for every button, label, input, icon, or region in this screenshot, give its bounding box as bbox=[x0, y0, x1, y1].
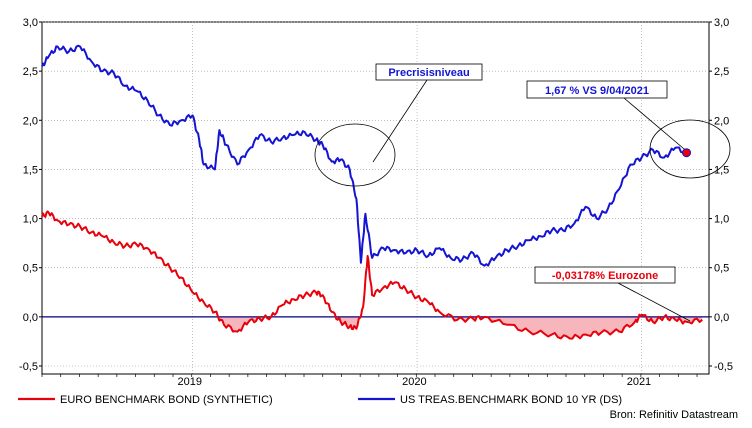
y-axis-right: 3,0 2,5 2,0 1,5 1,0 0,5 0,0 -0,5 bbox=[709, 17, 733, 373]
euro-series-line bbox=[41, 210, 703, 340]
legend-us-label: US TREAS.BENCHMARK BOND 10 YR (DS) bbox=[400, 394, 622, 406]
y-tick-label-right: 2,0 bbox=[714, 115, 729, 127]
y-tick-label-left: 2,5 bbox=[23, 66, 38, 78]
y-tick-label-left: 1,0 bbox=[23, 214, 38, 226]
y-tick-label-left: 1,5 bbox=[23, 164, 38, 176]
y-tick-label-left: 3,0 bbox=[23, 17, 38, 29]
us-current-label: 1,67 % VS 9/04/2021 bbox=[545, 85, 649, 97]
y-tick-label-right: -0,5 bbox=[714, 361, 733, 373]
x-tick-label: 2021 bbox=[627, 376, 651, 388]
y-tick-label-right: 3,0 bbox=[714, 17, 729, 29]
x-tick-label: 2020 bbox=[402, 376, 426, 388]
euro-negative-fill bbox=[219, 316, 703, 339]
precrisis-pointer bbox=[372, 79, 428, 163]
us-current-pointer bbox=[623, 97, 691, 155]
y-tick-label-left: -0,5 bbox=[19, 361, 38, 373]
y-tick-label-right: 0,5 bbox=[714, 263, 729, 275]
y-tick-label-left: 0,5 bbox=[23, 263, 38, 275]
series-lines bbox=[41, 44, 703, 340]
y-tick-label-right: 2,5 bbox=[714, 66, 729, 78]
us-end-marker bbox=[682, 148, 692, 158]
y-tick-label-left: 0,0 bbox=[23, 312, 38, 324]
precrisis-label: Precrisisniveau bbox=[388, 67, 469, 79]
precrisis-box bbox=[375, 63, 483, 81]
precrisis-ellipse bbox=[314, 123, 396, 187]
euro-current-box bbox=[534, 266, 676, 284]
y-axis-left: 3,0 2,5 2,0 1,5 1,0 0,5 0,0 -0,5 bbox=[19, 17, 42, 373]
x-tick-label: 2019 bbox=[178, 376, 202, 388]
y-tick-label-right: 1,5 bbox=[714, 164, 729, 176]
euro-current-pointer bbox=[617, 282, 691, 322]
us-current-box bbox=[526, 80, 668, 99]
us-series-line bbox=[41, 44, 688, 267]
source-credit: Bron: Refinitiv Datastream bbox=[610, 409, 738, 421]
y-tick-label-right: 1,0 bbox=[714, 214, 729, 226]
x-axis: 2019 2020 2021 bbox=[41, 374, 698, 388]
negative-fill-area bbox=[219, 316, 703, 339]
us-current-ellipse bbox=[649, 119, 731, 179]
y-tick-label-right: 0,0 bbox=[714, 312, 729, 324]
y-tick-label-left: 2,0 bbox=[23, 115, 38, 127]
legend-euro-label: EURO BENCHMARK BOND (SYNTHETIC) bbox=[60, 394, 273, 406]
euro-current-label: -0,03178% Eurozone bbox=[552, 270, 658, 282]
